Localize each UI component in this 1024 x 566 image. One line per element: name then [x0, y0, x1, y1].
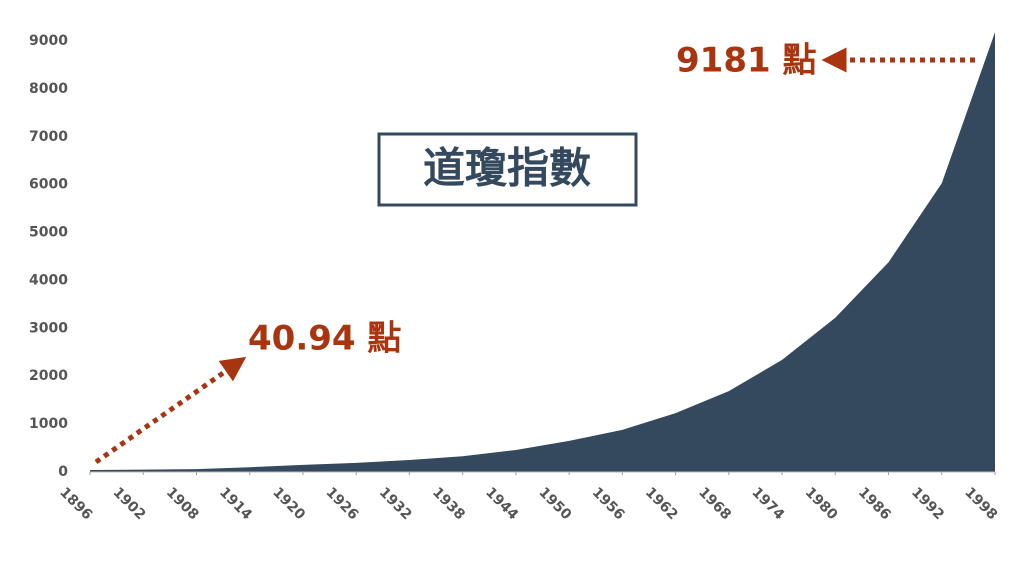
y-tick-label: 0: [58, 464, 68, 480]
y-tick-label: 9000: [29, 33, 68, 49]
x-tick-label: 1980: [802, 484, 841, 523]
x-tick-label: 1986: [855, 484, 894, 523]
x-tick-label: 1998: [961, 484, 1000, 523]
chart-title: 道瓊指數: [423, 144, 591, 193]
x-tick-label: 1914: [216, 484, 255, 523]
annotation: 9181 點: [676, 41, 816, 81]
annotation: 40.94 點: [248, 319, 401, 359]
x-tick-label: 1896: [56, 484, 95, 523]
y-tick-label: 1000: [29, 416, 68, 432]
annotation-arrow: [94, 356, 247, 465]
area: [90, 32, 995, 472]
y-tick-label: 4000: [29, 272, 68, 288]
x-tick-label: 1968: [695, 484, 734, 523]
x-tick-label: 1932: [376, 484, 415, 523]
x-tick-label: 1920: [269, 484, 308, 523]
x-tick-label: 1902: [110, 484, 149, 523]
x-tick-label: 1992: [908, 484, 947, 523]
y-tick-label: 7000: [29, 129, 68, 145]
plot-area: 0 1000 2000 3000 4000 5000 6000 7000 8000 9000 189…: [29, 32, 1000, 523]
y-tick-label: 5000: [29, 225, 68, 241]
x-tick-label: 1950: [535, 484, 574, 523]
title-box: [377, 132, 638, 207]
y-tick-label: 3000: [29, 320, 68, 336]
y-tick-label: 2000: [29, 368, 68, 384]
x-tick-label: 1926: [323, 484, 362, 523]
y-tick-label: 8000: [29, 81, 68, 97]
x-tick-label: 1956: [589, 484, 628, 523]
x-tick-label: 1962: [642, 484, 681, 523]
y-tick-label: 6000: [29, 177, 68, 193]
x-tick-label: 1938: [429, 484, 468, 523]
x-tick-label: 1944: [482, 484, 521, 523]
x-tick-label: 1974: [748, 484, 787, 523]
x-tick-label: 1908: [163, 484, 202, 523]
